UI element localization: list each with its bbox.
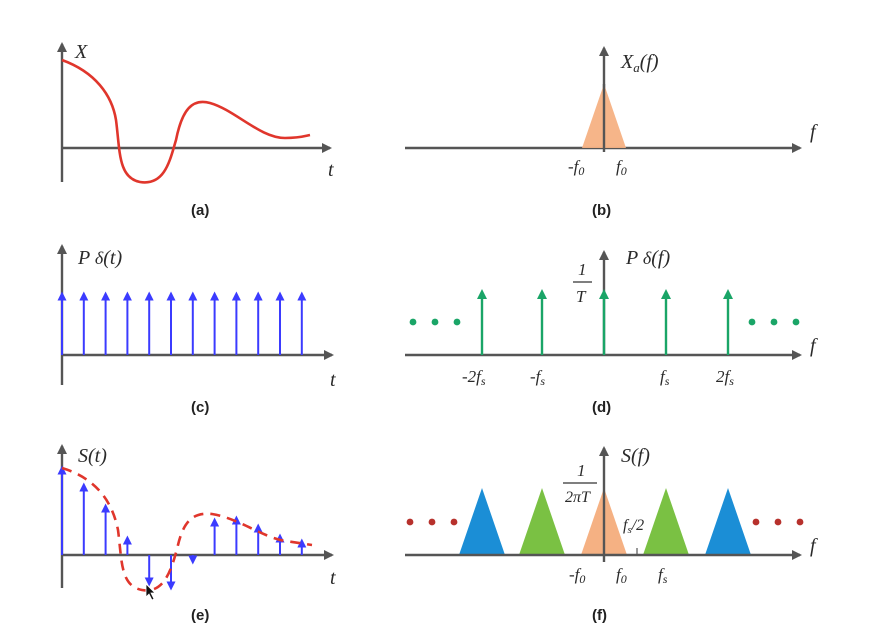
x-axis-label: f [810, 121, 818, 143]
panel-a: X t (a) [57, 41, 334, 219]
svg-text:T: T [576, 287, 587, 306]
tick-fs: fs [658, 565, 668, 586]
spectral-impulses [477, 289, 733, 355]
ellipsis-right [752, 518, 804, 526]
signal-envelope [61, 466, 313, 592]
tick-f0: f0 [616, 157, 627, 178]
y-axis-label: S(t) [78, 445, 107, 467]
tick-2fs: 2fs [716, 367, 734, 388]
x-axis-label: t [330, 369, 336, 391]
replica-fs [643, 488, 689, 555]
caption-a: (a) [191, 202, 209, 219]
spectral-replicas [459, 488, 751, 555]
caption-b: (b) [592, 202, 611, 219]
signal-curve [61, 58, 311, 184]
caption-d: (d) [592, 399, 611, 416]
panel-f: 1 2πT S(f) f fs/2 -f0 f0 fs (f) [405, 445, 818, 624]
tick-neg-f0: -f0 [569, 565, 585, 586]
caption-c: (c) [191, 399, 209, 416]
ellipsis-right [748, 318, 800, 326]
panel-b: Xa(f) f -f0 f0 (b) [405, 46, 818, 219]
caption-e: (e) [191, 607, 209, 624]
y-axis-label: Xa(f) [620, 51, 659, 75]
replica-2fs [705, 488, 751, 555]
ellipsis-left [406, 518, 458, 526]
tick-f0: f0 [616, 565, 627, 586]
panel-c: P δ(t) t (c) [57, 244, 336, 416]
svg-text:1: 1 [577, 461, 586, 480]
amplitude-fraction: 1 T [573, 260, 592, 306]
y-axis-label: X [74, 41, 88, 63]
y-axis-label: P δ(t) [77, 247, 122, 269]
panel-e: S(t) t (e) [57, 444, 336, 624]
impulse-train [57, 291, 307, 355]
tick-neg-fs: -fs [530, 367, 545, 388]
x-axis-label: t [328, 159, 334, 181]
ellipsis-left [409, 318, 461, 326]
panel-d: 1 T P δ(f) f -2fs -fs fs 2fs (d) [405, 247, 818, 416]
mouse-cursor-icon [145, 583, 156, 601]
half-sampling-rate-label: fs/2 [623, 517, 644, 536]
svg-text:1: 1 [578, 260, 587, 279]
caption-f: (f) [592, 607, 607, 624]
x-axis-label: f [810, 335, 818, 357]
x-axis-label: f [810, 535, 818, 557]
amplitude-fraction: 1 2πT [563, 461, 597, 506]
svg-text:2πT: 2πT [565, 489, 591, 506]
y-axis-label: S(f) [621, 445, 650, 467]
tick-neg-2fs: -2fs [462, 367, 486, 388]
x-axis-label: t [330, 567, 336, 589]
replica-neg-2fs [459, 488, 505, 555]
y-axis-label: P δ(f) [625, 247, 670, 269]
tick-fs: fs [660, 367, 670, 388]
tick-neg-f0: -f0 [568, 157, 584, 178]
replica-neg-fs [519, 488, 565, 555]
